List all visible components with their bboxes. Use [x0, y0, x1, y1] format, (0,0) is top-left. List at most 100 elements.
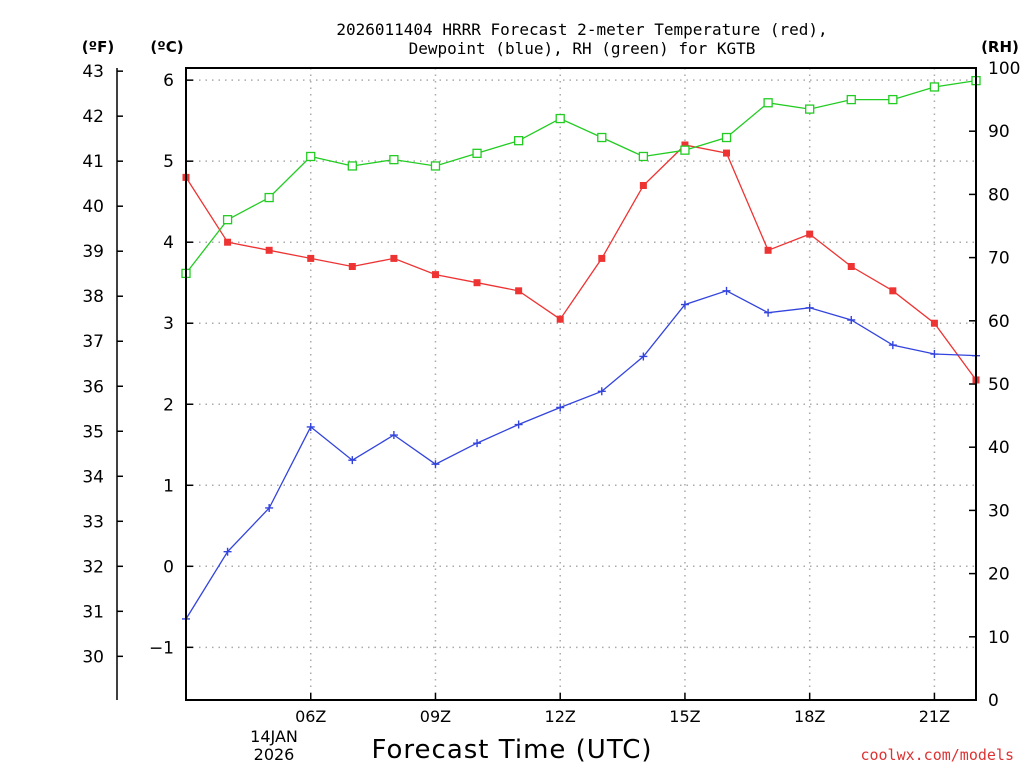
celsius-tick-label: 1: [163, 476, 174, 496]
rh-point: [347, 161, 357, 171]
fahrenheit-tick-label: 41: [82, 152, 104, 172]
fahrenheit-tick-label: 37: [82, 332, 104, 352]
fahrenheit-tick-label: 34: [82, 467, 104, 487]
2-meter-temperature-point: [806, 230, 814, 238]
fahrenheit-tick-label: 31: [82, 602, 104, 622]
fahrenheit-tick-label: 42: [82, 107, 104, 127]
time-tick-label: 12Z: [545, 707, 576, 726]
dewpoint-point: [514, 420, 523, 429]
dewpoint-point: [930, 350, 939, 359]
rh-tick-label: 20: [988, 565, 1010, 585]
rh-point: [306, 151, 316, 162]
2-meter-temperature-point: [515, 287, 523, 295]
rh-point: [763, 98, 773, 108]
rh-point: [597, 132, 607, 143]
celsius-tick-label: 6: [163, 71, 174, 91]
rh-tick-label: 10: [988, 628, 1010, 648]
dewpoint-point: [847, 315, 856, 324]
time-tick-label: 09Z: [420, 707, 451, 726]
rh-point: [472, 148, 482, 158]
dewpoint-point: [431, 460, 440, 469]
rh-point: [222, 215, 233, 225]
chart-title-line-2: Dewpoint (blue), RH (green) for KGTB: [409, 39, 756, 58]
plot-frame: [185, 67, 977, 701]
rh-point: [846, 94, 856, 105]
2-meter-temperature-point: [764, 246, 772, 254]
celsius-tick-label: 4: [163, 233, 174, 253]
rh-tick-label: 90: [988, 122, 1010, 142]
2-meter-temperature-point: [639, 181, 647, 189]
2-meter-temperature-point: [889, 287, 897, 295]
celsius-tick-label: 3: [163, 314, 174, 334]
2-meter-temperature-point: [224, 238, 232, 246]
2-meter-temperature-point: [598, 254, 606, 262]
dewpoint-point: [556, 403, 565, 412]
rh-unit-label: (RH): [981, 38, 1019, 56]
rh-point: [721, 132, 732, 143]
dewpoint-point: [348, 456, 357, 465]
time-tick-label: 06Z: [295, 707, 326, 726]
fahrenheit-axis: 30 31 32 33 34 35 36 37 38 39 40 41 42 43: [82, 62, 123, 667]
gridlines: [186, 68, 976, 700]
2-meter-temperature-point: [473, 279, 481, 287]
fahrenheit-tick-label: 36: [82, 377, 104, 397]
dewpoint-point: [223, 547, 232, 556]
credit-text: coolwx.com/models: [860, 746, 1014, 764]
celsius-tick-label: 2: [163, 395, 174, 415]
date-label-year: 2026: [254, 745, 295, 764]
date-label-day: 14JAN: [250, 727, 298, 746]
fahrenheit-tick-label: 40: [82, 197, 104, 217]
rh-tick-label: 40: [988, 438, 1010, 458]
chart-title-line-1: 2026011404 HRRR Forecast 2-meter Tempera…: [336, 20, 827, 39]
dewpoint-point: [389, 431, 398, 440]
fahrenheit-tick-label: 39: [82, 242, 104, 262]
rh-tick-label: 30: [988, 501, 1010, 521]
celsius-tick-label: 0: [163, 557, 174, 577]
fahrenheit-tick-label: 38: [82, 287, 104, 307]
data-series: [181, 75, 981, 623]
2-meter-temperature-point: [681, 141, 689, 149]
rh-point: [264, 192, 274, 203]
rh-point: [555, 113, 565, 124]
dewpoint-point: [764, 308, 773, 317]
2-meter-temperature-line: [185, 144, 977, 381]
rh-line: [185, 79, 977, 274]
rh-tick-label: 100: [988, 59, 1020, 79]
dewpoint-point: [265, 503, 274, 512]
rh-point: [929, 82, 940, 92]
2-meter-temperature-point: [556, 315, 564, 323]
rh-point: [430, 161, 441, 171]
2-meter-temperature-point: [847, 263, 855, 271]
rh-tick-label: 50: [988, 375, 1010, 395]
2-meter-temperature-point: [930, 319, 938, 327]
2-meter-temperature-point: [723, 149, 731, 157]
2-meter-temperature-point: [265, 246, 273, 254]
celsius-tick-label: −1: [149, 638, 174, 658]
fahrenheit-tick-label: 43: [82, 62, 104, 82]
rh-tick-label: 70: [988, 249, 1010, 269]
fahrenheit-tick-label: 33: [82, 512, 104, 532]
dewpoint-point: [639, 352, 648, 361]
rh-tick-label: 0: [988, 691, 999, 711]
2-meter-temperature-point: [307, 254, 315, 262]
fahrenheit-tick-label: 30: [82, 647, 104, 667]
2-meter-temperature-point: [390, 254, 398, 262]
fahrenheit-unit-label: (ºF): [82, 38, 114, 56]
dewpoint-point: [680, 300, 689, 309]
rh-point: [680, 145, 690, 155]
rh-tick-label: 60: [988, 312, 1010, 332]
rh-point: [805, 104, 815, 114]
dewpoint-point: [473, 439, 482, 448]
dewpoint-line: [185, 290, 977, 620]
rh-point: [389, 154, 399, 165]
time-tick-label: 18Z: [794, 707, 825, 726]
celsius-unit-label: (ºC): [150, 38, 183, 56]
rh-point: [513, 136, 524, 146]
fahrenheit-tick-label: 35: [82, 422, 104, 442]
dewpoint-point: [597, 387, 606, 396]
fahrenheit-tick-label: 32: [82, 557, 104, 577]
dewpoint-point: [722, 286, 731, 295]
x-axis-title: Forecast Time (UTC): [371, 735, 652, 765]
2-meter-temperature-point: [348, 263, 356, 271]
dewpoint-point: [888, 341, 897, 350]
